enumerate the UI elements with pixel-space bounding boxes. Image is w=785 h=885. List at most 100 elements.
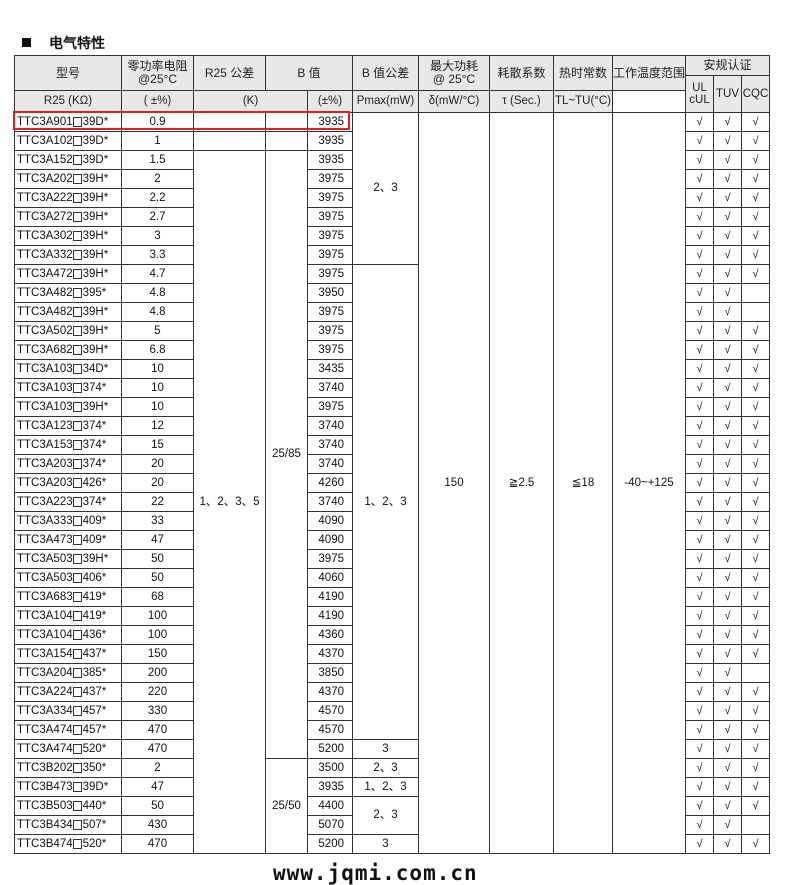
cert-tuv-cell: √ bbox=[713, 834, 743, 854]
r25-cell: 6.8 bbox=[121, 340, 194, 360]
cert-cqc-cell: √ bbox=[741, 416, 771, 436]
b-value-cell: 5200 bbox=[307, 834, 353, 854]
unit-dissipation: δ(mW/°C) bbox=[418, 90, 490, 113]
model-cell: TTC3A334 457* bbox=[14, 701, 122, 721]
table-row: TTC3A502 39H* 5 3975 √ √ √ bbox=[14, 321, 771, 341]
model-suffix: 374* bbox=[82, 457, 107, 470]
model-cell: TTC3A104 419* bbox=[14, 606, 122, 626]
cert-cqc-cell: √ bbox=[741, 321, 771, 341]
model-prefix: TTC3A473 bbox=[17, 533, 73, 546]
b-value-cell: 3975 bbox=[307, 302, 353, 322]
model-cell: TTC3A474 457* bbox=[14, 720, 122, 740]
placeholder-box-icon bbox=[72, 800, 82, 811]
cert-tuv-cell: √ bbox=[713, 815, 743, 835]
placeholder-box-icon bbox=[72, 306, 82, 317]
cert-tuv-cell: √ bbox=[713, 739, 743, 759]
b-value-cell: 5070 bbox=[307, 815, 353, 835]
r25-cell: 2 bbox=[121, 758, 194, 778]
cert-ul-cell: √ bbox=[685, 359, 715, 379]
cert-cqc-cell: √ bbox=[741, 378, 771, 398]
cert-cqc-cell: √ bbox=[741, 150, 771, 170]
cert-cqc-cell bbox=[741, 283, 771, 303]
r25-cell: 3 bbox=[121, 226, 194, 246]
model-suffix: 419* bbox=[82, 609, 107, 622]
model-cell: TTC3A103 374* bbox=[14, 378, 122, 398]
cert-tuv-cell: √ bbox=[713, 568, 743, 588]
placeholder-box-icon bbox=[72, 116, 82, 127]
b-value-cell: 4090 bbox=[307, 511, 353, 531]
cert-ul-cell: √ bbox=[685, 492, 715, 512]
model-cell: TTC3A104 436* bbox=[14, 625, 122, 645]
b-value-cell: 3740 bbox=[307, 378, 353, 398]
cert-ul-cell: √ bbox=[685, 321, 715, 341]
cert-ul-cell: √ bbox=[685, 131, 715, 151]
cert-cqc-cell: √ bbox=[741, 397, 771, 417]
r25-cell: 12 bbox=[121, 416, 194, 436]
cert-tuv-cell: √ bbox=[713, 720, 743, 740]
model-cell: TTC3A153 374* bbox=[14, 435, 122, 455]
placeholder-box-icon bbox=[72, 534, 82, 545]
dissipation-cell: ≧2.5 bbox=[489, 112, 554, 854]
model-suffix: 39H* bbox=[82, 248, 109, 261]
b-value-cell: 3975 bbox=[307, 321, 353, 341]
model-prefix: TTC3A334 bbox=[17, 704, 73, 717]
r25-cell: 0.9 bbox=[121, 112, 194, 132]
unit-temp-range: TL~TU(°C) bbox=[553, 90, 613, 113]
placeholder-box-icon bbox=[72, 838, 82, 849]
table-row: TTC3A473 409* 47 4090 √ √ √ bbox=[14, 530, 771, 550]
b-value-cell: 3740 bbox=[307, 454, 353, 474]
cert-ul-cell: √ bbox=[685, 169, 715, 189]
header-time-constant: 热时常数 bbox=[553, 55, 613, 91]
cert-ul-cell: √ bbox=[685, 777, 715, 797]
placeholder-box-icon bbox=[72, 325, 82, 336]
r25-cell: 4.8 bbox=[121, 283, 194, 303]
cert-tuv-cell: √ bbox=[713, 625, 743, 645]
b-value-cell: 3850 bbox=[307, 663, 353, 683]
cert-tuv-cell: √ bbox=[713, 131, 743, 151]
cert-tuv-cell: √ bbox=[713, 245, 743, 265]
cert-ul-cell: √ bbox=[685, 796, 715, 816]
b-value-cell: 3975 bbox=[307, 397, 353, 417]
model-prefix: TTC3A502 bbox=[17, 324, 73, 337]
r25-cell: 50 bbox=[121, 568, 194, 588]
table-row: TTC3A334 457* 330 4570 √ √ √ bbox=[14, 701, 771, 721]
cert-ul-cell: √ bbox=[685, 454, 715, 474]
r25-cell: 220 bbox=[121, 682, 194, 702]
placeholder-box-icon bbox=[72, 268, 82, 279]
r25-cell: 4.7 bbox=[121, 264, 194, 284]
model-cell: TTC3A682 39H* bbox=[14, 340, 122, 360]
cert-cqc-cell: √ bbox=[741, 473, 771, 493]
model-cell: TTC3A223 374* bbox=[14, 492, 122, 512]
header-temp-range: 工作温度范围 bbox=[611, 55, 687, 91]
placeholder-box-icon bbox=[72, 344, 82, 355]
watermark: www.jqmi.com.cn bbox=[273, 861, 478, 885]
model-prefix: TTC3A103 bbox=[17, 381, 73, 394]
cert-cqc-cell: √ bbox=[741, 359, 771, 379]
model-prefix: TTC3A482 bbox=[17, 305, 73, 318]
model-suffix: 39H* bbox=[82, 191, 109, 204]
model-suffix: 34D* bbox=[82, 362, 109, 375]
model-suffix: 39H* bbox=[82, 210, 109, 223]
placeholder-box-icon bbox=[72, 553, 82, 564]
table-row: TTC3A104 419* 100 4190 √ √ √ bbox=[14, 606, 771, 626]
b-value-cell: 4190 bbox=[307, 606, 353, 626]
model-prefix: TTC3A223 bbox=[17, 495, 73, 508]
cert-cqc-cell: √ bbox=[741, 587, 771, 607]
model-suffix: 39D* bbox=[82, 153, 109, 166]
model-suffix: 39D* bbox=[82, 134, 109, 147]
cert-tuv-cell: √ bbox=[713, 359, 743, 379]
cert-cqc-cell bbox=[741, 663, 771, 683]
r25-cell: 47 bbox=[121, 530, 194, 550]
model-suffix: 437* bbox=[82, 685, 107, 698]
cert-ul-cell: √ bbox=[685, 226, 715, 246]
table-row: TTC3A102 39D* 1 3935 √ √ √ bbox=[14, 131, 771, 151]
model-prefix: TTC3A503 bbox=[17, 552, 73, 565]
placeholder-box-icon bbox=[72, 173, 82, 184]
r25-cell: 68 bbox=[121, 587, 194, 607]
b-value-cell: 3740 bbox=[307, 435, 353, 455]
model-cell: TTC3A272 39H* bbox=[14, 207, 122, 227]
cert-ul-cell: √ bbox=[685, 207, 715, 227]
cert-cqc-cell: √ bbox=[741, 777, 771, 797]
model-suffix: 457* bbox=[82, 704, 107, 717]
model-prefix: TTC3A103 bbox=[17, 362, 73, 375]
